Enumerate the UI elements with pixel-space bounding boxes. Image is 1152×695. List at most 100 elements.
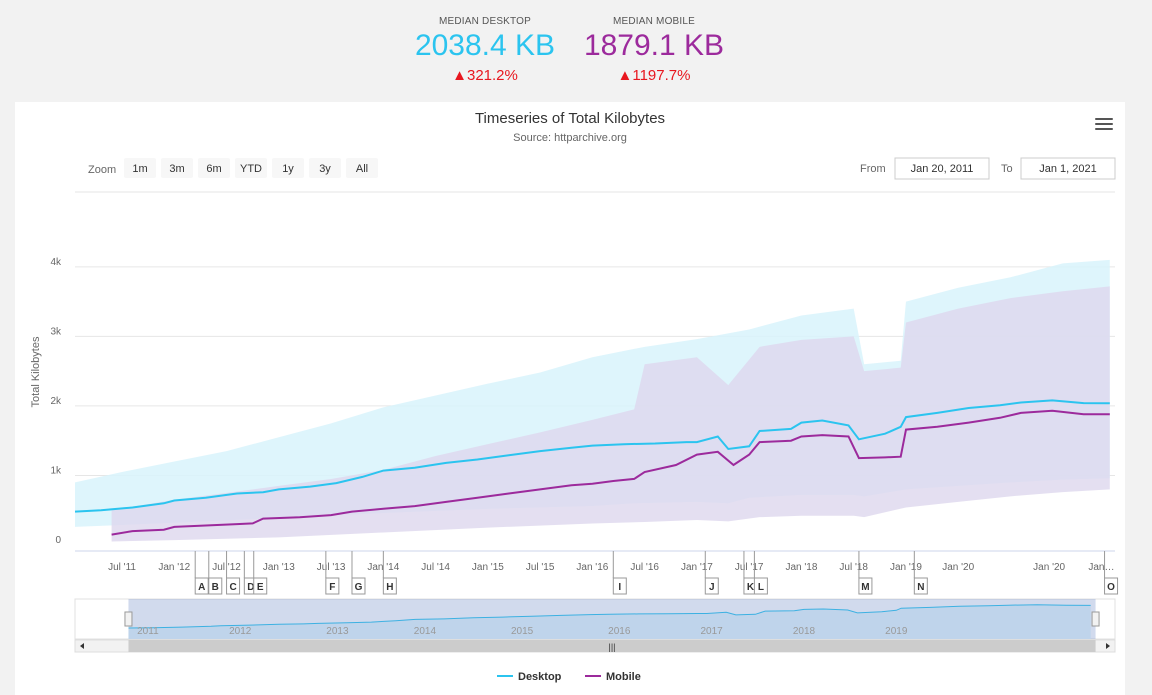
zoom-button-1m[interactable] [124, 158, 156, 178]
metric-desktop-value: 2038.4 KB [414, 29, 556, 62]
flag-label: M [861, 582, 869, 593]
y-tick-label: 3k [50, 326, 62, 337]
flag-f[interactable] [325, 577, 340, 595]
zoom-button-1y[interactable] [272, 158, 304, 178]
flag-label: E [257, 582, 264, 593]
zoom-button-label: 3m [169, 163, 184, 175]
x-tick-label: Jan '12 [158, 562, 190, 573]
from-label: From [860, 163, 886, 175]
flag-label: L [758, 582, 764, 593]
navigator-year-label: 2018 [793, 626, 816, 637]
zoom-button-label: YTD [240, 163, 262, 175]
flag-h[interactable] [382, 577, 397, 595]
flag-j[interactable] [704, 577, 719, 595]
x-tick-label: Jul '14 [421, 562, 450, 573]
x-tick-label: Jan '20 [942, 562, 974, 573]
y-axis-label: Total Kilobytes [30, 336, 42, 407]
legend-item-desktop[interactable]: Desktop [518, 671, 562, 683]
y-tick-label: 2k [50, 396, 62, 407]
metric-mobile-label: MEDIAN MOBILE [612, 16, 696, 27]
x-tick-label: Jul '13 [317, 562, 346, 573]
flag-label: B [212, 582, 219, 593]
flag-label: K [747, 582, 755, 593]
navigator-year-label: 2015 [511, 626, 534, 637]
zoom-button-ytd[interactable] [235, 158, 267, 178]
from-date-value: Jan 20, 2011 [911, 163, 974, 175]
navigator-year-label: 2019 [885, 626, 908, 637]
navigator-handle-right[interactable] [1091, 611, 1100, 627]
zoom-label: Zoom [88, 164, 116, 176]
x-tick-label: Jul '18 [839, 562, 868, 573]
flag-c[interactable] [226, 577, 241, 595]
flag-b[interactable] [208, 577, 223, 595]
metric-desktop-label: MEDIAN DESKTOP [438, 16, 532, 27]
flag-label: N [917, 582, 924, 593]
y-tick-label: 1k [50, 465, 62, 476]
series-line-mobile [111, 409, 1110, 536]
flag-l[interactable] [753, 577, 768, 595]
x-tick-label: Jul '11 [108, 562, 136, 573]
scrollbar-grip-icon: ||| [609, 642, 616, 652]
flag-g[interactable] [351, 577, 366, 595]
x-tick-label: Jan '17 [681, 562, 713, 573]
scroll-left-icon[interactable] [80, 643, 84, 649]
navigator-line [128, 604, 1091, 629]
zoom-button-label: 3y [319, 163, 331, 175]
x-tick-label: Jan '13 [263, 562, 295, 573]
scroll-right-icon[interactable] [1106, 643, 1110, 649]
metric-mobile: MEDIAN MOBILE 1879.1 KB ▲1197.7% [559, 16, 749, 84]
navigator-year-label: 2013 [326, 626, 349, 637]
x-tick-label: Jan '16 [576, 562, 608, 573]
zoom-button-all[interactable] [346, 158, 378, 178]
metric-desktop: MEDIAN DESKTOP 2038.4 KB ▲321.2% [390, 16, 580, 84]
zoom-button-label: All [356, 163, 368, 175]
zoom-button-3y[interactable] [309, 158, 341, 178]
y-tick-label: 4k [50, 257, 62, 268]
flag-label: I [618, 582, 621, 593]
flag-a[interactable] [194, 577, 209, 595]
to-label: To [1001, 163, 1013, 175]
series-line-desktop [74, 399, 1110, 513]
metric-mobile-change: ▲1197.7% [617, 67, 691, 84]
flag-label: F [329, 582, 335, 593]
flag-label: A [198, 582, 205, 593]
zoom-button-label: 1y [282, 163, 294, 175]
flag-label: O [1107, 582, 1115, 593]
zoom-button-label: 1m [132, 163, 147, 175]
x-tick-label: Jan '19 [890, 562, 922, 573]
to-date-value: Jan 1, 2021 [1039, 163, 1097, 175]
chart-card: Timeseries of Total Kilobytes Source: htt… [15, 102, 1125, 695]
chart-svg: Timeseries of Total Kilobytes Source: htt… [30, 110, 1119, 683]
x-tick-label: Jan '15 [472, 562, 504, 573]
zoom-button-6m[interactable] [198, 158, 230, 178]
navigator-handle-left[interactable] [124, 611, 133, 627]
x-tick-label: Jan… [1088, 562, 1114, 573]
navigator-selection[interactable] [128, 599, 1096, 639]
flag-i[interactable] [612, 577, 627, 595]
x-tick-label: Jul '16 [630, 562, 659, 573]
flag-n[interactable] [913, 577, 928, 595]
navigator-year-label: 2014 [414, 626, 437, 637]
chart-menu-icon[interactable] [1095, 116, 1113, 130]
navigator-year-label: 2017 [701, 626, 724, 637]
flag-o[interactable] [1104, 577, 1119, 595]
legend-item-mobile[interactable]: Mobile [606, 671, 641, 683]
navigator-year-label: 2011 [137, 626, 159, 637]
flag-m[interactable] [858, 577, 873, 595]
x-tick-label: Jan '18 [785, 562, 817, 573]
from-date-input[interactable] [894, 157, 990, 180]
flag-label: C [229, 582, 236, 593]
y-tick-label: 0 [55, 535, 61, 546]
to-date-input[interactable] [1020, 157, 1116, 180]
flag-label: J [709, 582, 715, 593]
scrollbar-thumb[interactable] [128, 640, 1096, 652]
zoom-button-label: 6m [206, 163, 221, 175]
navigator-area [128, 604, 1091, 639]
navigator-year-label: 2012 [229, 626, 252, 637]
x-tick-label: Jul '17 [735, 562, 764, 573]
flag-e[interactable] [253, 577, 268, 595]
x-tick-label: Jan '20 [1033, 562, 1065, 573]
zoom-button-3m[interactable] [161, 158, 193, 178]
chart-title: Timeseries of Total Kilobytes [475, 110, 665, 127]
metric-mobile-value: 1879.1 KB [583, 29, 725, 62]
